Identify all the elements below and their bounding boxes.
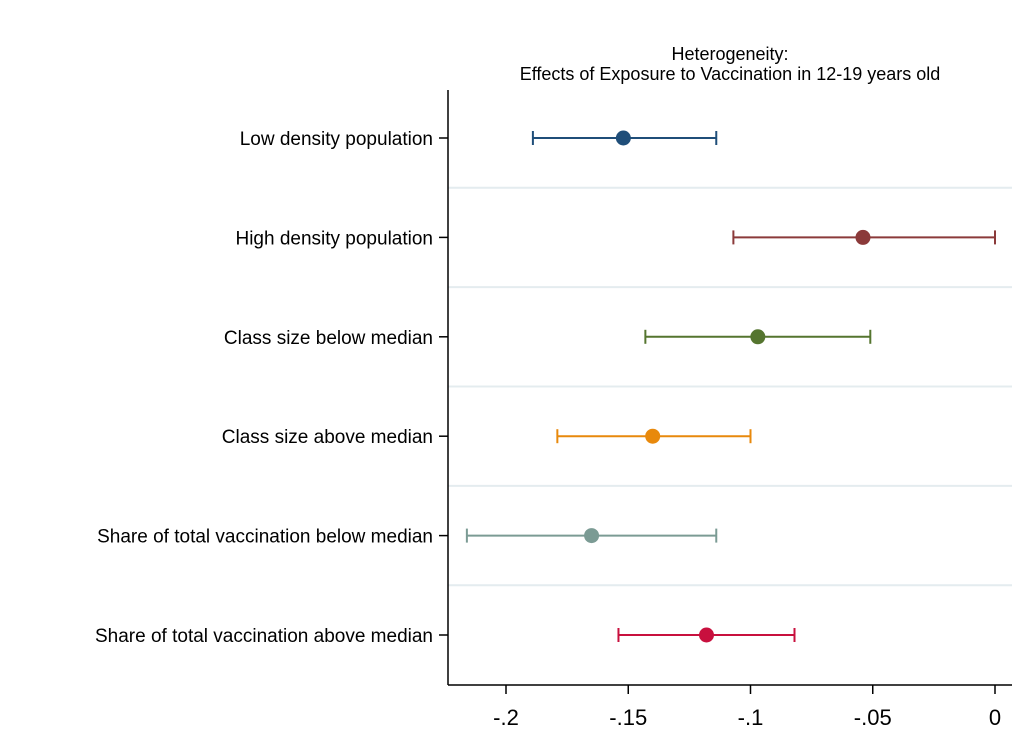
estimate-row	[732, 229, 996, 245]
estimate-row	[556, 428, 752, 444]
estimate-row	[465, 528, 718, 544]
y-category-label: Share of total vaccination above median	[95, 626, 433, 647]
y-category-label: Class size below median	[224, 328, 433, 349]
x-tick-label: -.2	[493, 705, 519, 730]
x-tick-label: -.1	[738, 705, 764, 730]
axes: -.2 -.15 -.1 -.05 0 Low density population Hig…	[95, 90, 1012, 730]
y-category-label: Share of total vaccination below median	[97, 527, 433, 548]
point-estimate	[584, 528, 600, 544]
chart-subtitle: Effects of Exposure to Vaccination in 12…	[520, 64, 941, 84]
y-category-label: Low density population	[240, 129, 433, 150]
x-tick-label: 0	[989, 705, 1001, 730]
x-tick-label: -.05	[854, 705, 892, 730]
estimate-row	[617, 627, 796, 643]
grid-lines	[448, 186, 1012, 587]
chart-title: Heterogeneity:	[671, 44, 788, 64]
x-tick-label: -.15	[609, 705, 647, 730]
plot-marks	[465, 130, 996, 643]
point-estimate	[750, 329, 766, 345]
y-category-label: Class size above median	[222, 427, 433, 448]
point-estimate	[855, 229, 871, 245]
estimate-row	[531, 130, 718, 146]
point-estimate	[645, 428, 661, 444]
point-estimate	[698, 627, 714, 643]
point-estimate	[615, 130, 631, 146]
estimate-row	[644, 329, 872, 345]
y-category-label: High density population	[235, 228, 433, 249]
